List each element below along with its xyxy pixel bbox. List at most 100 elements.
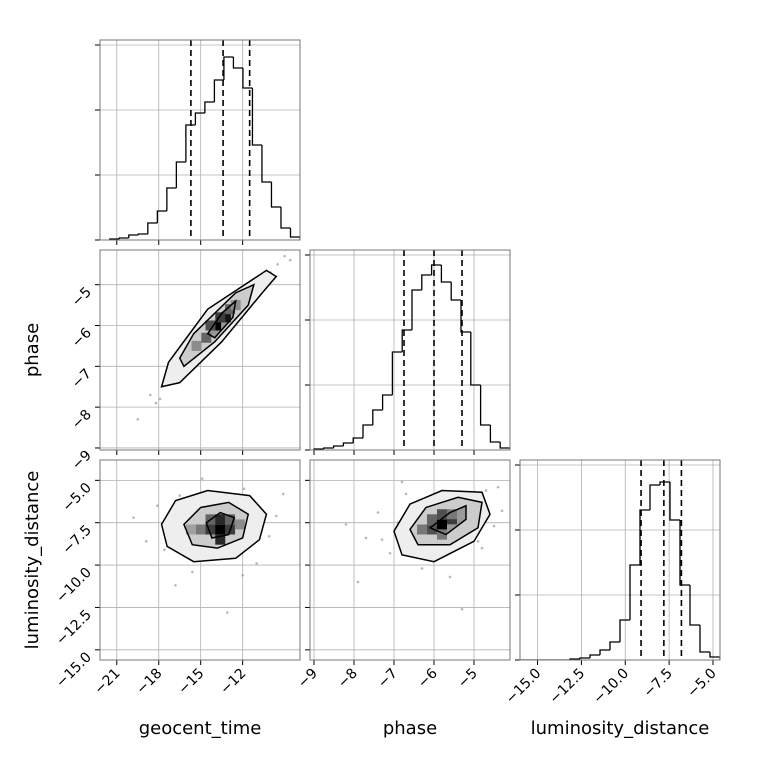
contour-line xyxy=(160,269,278,388)
sample-point xyxy=(500,509,504,513)
sample-point xyxy=(274,514,278,518)
sample-point xyxy=(241,573,244,577)
y-axis-label: phase xyxy=(22,323,43,377)
hist-bin xyxy=(280,207,291,229)
hist-bin xyxy=(204,101,215,113)
hist-bin xyxy=(619,619,630,642)
density-cell xyxy=(191,340,202,351)
density-cell xyxy=(215,514,226,525)
hist-bin xyxy=(401,329,412,352)
hist-bin xyxy=(156,210,167,223)
panel-frame xyxy=(309,459,511,661)
contour-line xyxy=(178,283,255,368)
density-cell xyxy=(427,514,437,525)
contour-line xyxy=(206,299,237,339)
sample-point xyxy=(288,258,292,262)
hist-bin xyxy=(128,234,139,238)
hist-bin xyxy=(679,520,690,586)
sample-point xyxy=(255,562,258,565)
hist-bin xyxy=(242,68,253,89)
x-tick-label: −15 xyxy=(175,666,207,698)
x-axis-label: phase xyxy=(383,718,437,739)
y-tick-label: −5 xyxy=(69,284,95,310)
x-tick-label: −15.0 xyxy=(503,666,545,708)
sample-point xyxy=(460,607,464,611)
hist-bin xyxy=(362,424,373,438)
density-cell xyxy=(437,519,447,530)
density-cell xyxy=(215,524,226,535)
sample-point xyxy=(200,477,204,480)
contour-line xyxy=(183,501,250,549)
sample-point xyxy=(267,534,271,538)
y-tick-label: −7 xyxy=(69,366,95,392)
hist-bin xyxy=(118,237,129,239)
hist-bin xyxy=(223,56,234,80)
hist-bin xyxy=(137,233,148,235)
hist-bin xyxy=(147,222,158,234)
hist-bin xyxy=(699,625,710,653)
hist-bin xyxy=(499,442,510,450)
hist-bin xyxy=(372,409,383,425)
x-tick-label: −18 xyxy=(133,666,165,698)
contour-line xyxy=(409,496,483,546)
sample-point xyxy=(283,254,286,258)
x-tick-label: −7 xyxy=(375,666,401,692)
hist-bin xyxy=(251,88,262,146)
sample-point xyxy=(484,489,488,492)
plot-area xyxy=(136,254,292,421)
panel-frame xyxy=(99,249,301,451)
sample-point xyxy=(388,551,392,555)
hist-bin xyxy=(194,112,205,125)
sample-point xyxy=(136,418,140,421)
hist-bin xyxy=(175,161,186,188)
x-tick-label: −10.0 xyxy=(590,666,632,708)
hist-bin xyxy=(649,484,660,510)
sample-point xyxy=(242,487,246,491)
sample-point xyxy=(492,524,496,528)
sample-point xyxy=(476,540,480,543)
sample-point xyxy=(480,546,484,550)
density-cell xyxy=(205,320,216,331)
x-tick-label: −8 xyxy=(335,666,361,692)
hist-bin xyxy=(421,274,432,290)
density-cell xyxy=(211,320,222,331)
y-tick-label: −8 xyxy=(69,407,95,433)
hist-bin xyxy=(342,442,354,446)
density-cell xyxy=(215,534,226,545)
panel-frame xyxy=(99,39,301,241)
panel: −5 −6 −7 −8 −9 phase xyxy=(22,249,301,473)
sample-point xyxy=(163,548,166,552)
sample-point xyxy=(174,584,177,587)
hist-bin xyxy=(166,187,177,211)
hist-bin xyxy=(352,437,363,443)
density-cell xyxy=(225,304,236,315)
density-cell xyxy=(225,514,236,525)
density-cell xyxy=(195,524,206,535)
y-tick-label: −10.0 xyxy=(53,565,95,607)
plot-area xyxy=(109,40,300,240)
panel: −21 −18 −15 −12 −5.0 −7.5 −10.0−12.5−15.0 geoce… xyxy=(22,459,301,739)
sample-point xyxy=(144,540,148,543)
panel xyxy=(95,39,301,245)
sample-point xyxy=(376,511,380,514)
x-tick-label: −5.0 xyxy=(684,666,719,701)
hist-bin xyxy=(639,509,650,565)
density-cell xyxy=(205,524,216,535)
sample-point xyxy=(178,494,182,497)
plot-area xyxy=(313,250,510,450)
hist-bin xyxy=(411,289,422,330)
panel-frame xyxy=(519,459,721,661)
x-tick-label: −9 xyxy=(295,666,321,692)
sample-point xyxy=(404,492,408,496)
hist-bin xyxy=(629,564,640,620)
sample-point xyxy=(356,580,360,584)
panel-frame xyxy=(99,459,301,661)
hist-bin xyxy=(381,394,393,410)
sample-point xyxy=(364,536,368,540)
hist-bin xyxy=(213,79,224,102)
hist-bin xyxy=(440,265,452,283)
y-tick-label: −15.0 xyxy=(53,649,95,691)
hist-bin xyxy=(232,57,243,69)
y-tick-label: −12.5 xyxy=(53,607,95,649)
